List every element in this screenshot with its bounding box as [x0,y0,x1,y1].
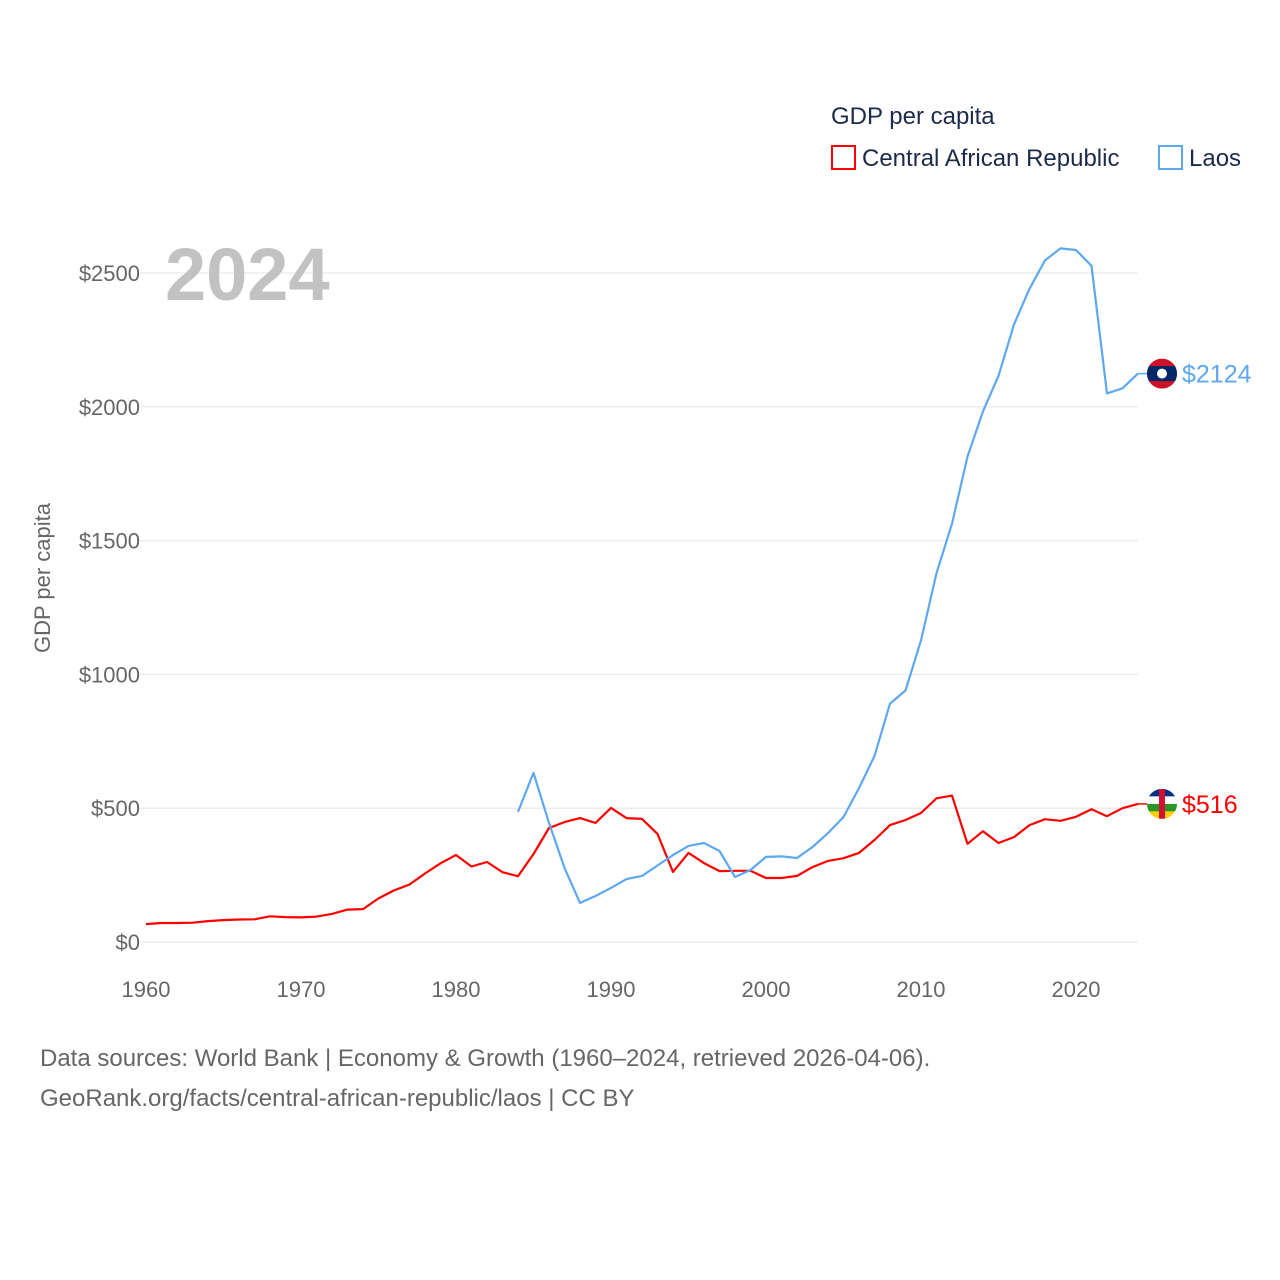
legend-label-car: Central African Republic [862,145,1119,172]
x-tick-label: 1970 [277,977,326,1002]
footer-link[interactable]: GeoRank.org/facts/central-african-republ… [40,1085,635,1112]
legend-label-laos: Laos [1189,145,1241,172]
x-tick-label: 2020 [1052,977,1101,1002]
footer-sources: Data sources: World Bank | Economy & Gro… [40,1045,931,1072]
y-tick-label: $500 [91,796,140,821]
legend-item-car[interactable]: Central African Republic [831,145,1119,172]
end-labels: $516 $2124 [1138,358,1252,819]
end-value-label: $2124 [1182,361,1252,389]
flag-stripe [1159,788,1165,819]
flag-body [1147,788,1177,819]
x-tick-label: 1960 [122,977,171,1002]
legend-item-laos[interactable]: Laos [1158,145,1241,172]
gdp-line-chart: $0$500$1000$1500$2000$2500 1960 1970 1980 1… [30,103,1252,1002]
y-axis-ticks: $0 $500 $1000 $1500 $2000 $2500 [79,261,140,955]
flag-body [1147,358,1177,389]
year-watermark: 2024 [165,233,330,316]
x-tick-label: 1980 [432,977,481,1002]
series-line-0 [145,794,1139,926]
series-line-1 [516,247,1139,905]
y-tick-label: $0 [116,930,140,955]
legend-swatch-laos [1158,145,1183,170]
end-value-label: $516 [1182,791,1238,819]
y-axis-label: GDP per capita [30,502,55,653]
x-tick-label: 1990 [587,977,636,1002]
legend-title: GDP per capita [831,103,995,130]
x-tick-label: 2010 [897,977,946,1002]
y-tick-label: $2500 [79,261,140,286]
x-axis-ticks: 1960 1970 1980 1990 2000 2010 2020 [122,977,1101,1002]
y-tick-label: $1000 [79,662,140,687]
central-african-republic-flag-icon [1147,788,1177,819]
legend-swatch-car [831,145,856,170]
y-tick-label: $2000 [79,395,140,420]
y-tick-label: $1500 [79,529,140,554]
x-tick-label: 2000 [742,977,791,1002]
series-lines [145,247,1139,926]
flag-disc [1157,368,1167,379]
grid-lines [140,272,1138,943]
laos-flag-icon [1147,358,1177,389]
